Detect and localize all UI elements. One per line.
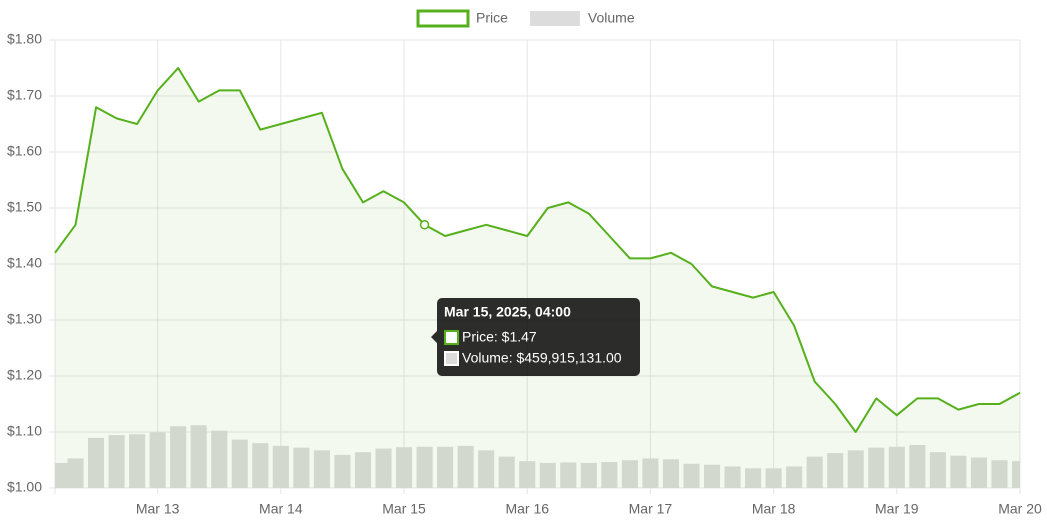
volume-bar: [1011, 461, 1020, 488]
hover-point: [419, 220, 430, 230]
tooltip-title: Mar 15, 2025, 04:00: [444, 304, 571, 320]
volume-bar: [129, 434, 146, 488]
volume-bar: [560, 462, 577, 488]
volume-bar: [847, 450, 864, 488]
legend-label: Price: [476, 10, 508, 26]
x-tick-label: Mar 16: [505, 501, 549, 517]
volume-bar: [970, 457, 987, 488]
y-tick-label: $1.60: [7, 143, 42, 159]
volume-bar: [190, 425, 207, 488]
tooltip-swatch: [444, 351, 459, 366]
volume-bar: [745, 468, 762, 488]
volume-bar: [683, 463, 700, 488]
y-tick-label: $1.70: [7, 87, 42, 103]
x-tick-label: Mar 14: [259, 501, 303, 517]
volume-bar: [642, 458, 659, 488]
volume-bar: [662, 459, 679, 488]
x-tick-label: Mar 15: [382, 501, 426, 517]
tooltip: Mar 15, 2025, 04:00 Price: $1.47 Volume: $…: [431, 298, 640, 376]
volume-bar: [149, 432, 166, 488]
x-tick-label: Mar 17: [629, 501, 673, 517]
volume-bar: [313, 450, 330, 488]
y-tick-label: $1.00: [7, 479, 42, 495]
volume-bar: [211, 430, 228, 488]
volume-bar: [293, 447, 310, 488]
volume-bar: [416, 446, 433, 488]
tooltip-box: [431, 298, 640, 376]
tooltip-swatch: [444, 330, 459, 345]
volume-bar: [437, 446, 454, 488]
volume-bar: [272, 445, 289, 488]
volume-bar: [457, 445, 474, 488]
volume-bar: [334, 454, 351, 488]
volume-bar: [55, 462, 72, 488]
volume-bar: [950, 455, 967, 488]
y-tick-label: $1.10: [7, 423, 42, 439]
volume-bar: [88, 437, 105, 488]
volume-bar: [580, 462, 597, 488]
volume-bar: [108, 435, 125, 488]
volume-bar: [621, 460, 638, 488]
y-tick-label: $1.40: [7, 255, 42, 271]
volume-bar: [478, 450, 495, 488]
x-tick-label: Mar 20: [998, 501, 1042, 517]
volume-bar: [375, 448, 392, 488]
y-tick-label: $1.30: [7, 311, 42, 327]
volume-bar: [868, 447, 885, 488]
volume-bar: [786, 466, 803, 488]
price-area: [55, 68, 1020, 488]
volume-bar: [929, 452, 946, 488]
volume-bar: [519, 461, 536, 488]
legend-swatch: [529, 11, 580, 26]
volume-bar: [601, 462, 618, 488]
volume-bar: [539, 462, 556, 488]
volume-bar: [991, 460, 1008, 488]
legend: Price Volume: [416, 9, 635, 28]
volume-bar: [703, 464, 721, 488]
volume-bar: [909, 444, 926, 488]
y-tick-label: $1.50: [7, 199, 42, 215]
tooltip-line: Price: $1.47: [462, 329, 537, 345]
volume-bar: [170, 426, 187, 488]
y-tick-label: $1.20: [7, 367, 42, 383]
volume-bar: [498, 456, 515, 488]
volume-bar: [231, 439, 248, 488]
legend-swatch: [416, 9, 470, 28]
volume-bar: [827, 453, 844, 488]
volume-bar: [252, 443, 269, 488]
x-tick-label: Mar 19: [875, 501, 919, 517]
y-tick-label: $1.80: [7, 31, 42, 47]
x-tick-label: Mar 13: [136, 501, 180, 517]
volume-bar: [67, 458, 84, 488]
tooltip-line: Volume: $459,915,131.00: [462, 350, 622, 366]
volume-bar: [724, 466, 741, 488]
volume-bar: [354, 452, 372, 488]
volume-bar: [765, 468, 782, 488]
legend-label: Volume: [588, 10, 635, 26]
price-line: [54, 67, 1021, 433]
volume-bar: [888, 446, 905, 488]
volume-bar: [396, 447, 413, 488]
x-tick-label: Mar 18: [752, 501, 796, 517]
volume-bar: [806, 456, 823, 488]
